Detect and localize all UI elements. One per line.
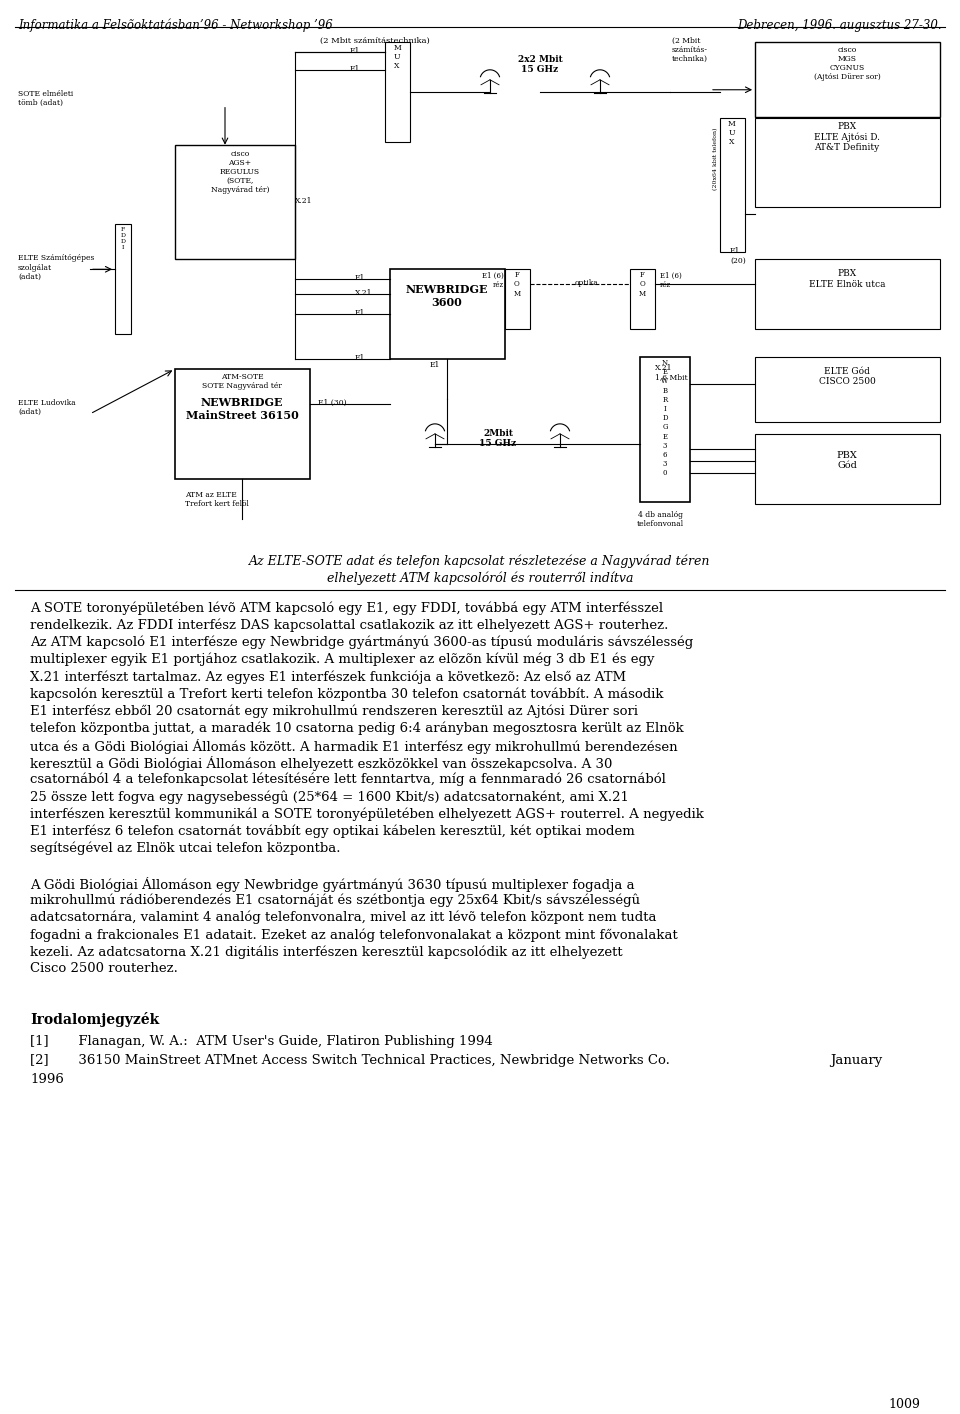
Text: SOTE elméleti
tömb (adat): SOTE elméleti tömb (adat) — [18, 89, 73, 107]
Text: elhelyezett ATM kapcsolóról és routerről indítva: elhelyezett ATM kapcsolóról és routerről… — [326, 571, 634, 585]
Text: [2]       36150 MainStreet ATMnet Access Switch Technical Practices, Newbridge N: [2] 36150 MainStreet ATMnet Access Switc… — [30, 1055, 670, 1068]
Text: 2Mbit
15 GHz: 2Mbit 15 GHz — [479, 428, 516, 448]
Text: (20x64 kbit telefon): (20x64 kbit telefon) — [713, 127, 718, 189]
Bar — [755, 259, 940, 329]
Bar — [505, 269, 530, 329]
Bar — [755, 434, 940, 503]
Bar — [115, 225, 131, 334]
Text: 2x2 Mbit
15 GHz: 2x2 Mbit 15 GHz — [517, 55, 563, 75]
Text: Az ATM kapcsoló E1 interfésze egy Newbridge gyártmányú 3600-as típusú moduláris : Az ATM kapcsoló E1 interfésze egy Newbri… — [30, 636, 693, 649]
Text: utca és a Gödi Biológiai Állomás között. A harmadik E1 interfész egy mikrohullmú: utca és a Gödi Biológiai Állomás között.… — [30, 738, 678, 754]
Text: F
D
D
I: F D D I — [121, 228, 126, 250]
Text: ELTE Számítógépes
szolgálat
(adat): ELTE Számítógépes szolgálat (adat) — [18, 255, 94, 281]
Text: 25 össze lett fogva egy nagysebességû (25*64 = 1600 Kbit/s) adatcsatornaként, am: 25 össze lett fogva egy nagysebességû (2… — [30, 790, 629, 803]
Text: REGULUS
(SOTE,
Nagyvárad tér): REGULUS (SOTE, Nagyvárad tér) — [211, 167, 269, 194]
Text: X.21
1,6 Mbit: X.21 1,6 Mbit — [655, 363, 687, 382]
Text: keresztül a Gödi Biológiai Állomáson elhelyezett eszközökkel van összekapcsolva.: keresztül a Gödi Biológiai Állomáson elh… — [30, 756, 612, 771]
Bar — [390, 269, 505, 359]
Text: ATM az ELTE
Trefort kert felöl: ATM az ELTE Trefort kert felöl — [185, 491, 249, 508]
Text: E1: E1 — [430, 361, 441, 369]
Bar — [640, 358, 690, 502]
Text: kapcsolón keresztül a Trefort kerti telefon központba 30 telefon csatornát továb: kapcsolón keresztül a Trefort kerti tele… — [30, 687, 663, 701]
Text: E1 interfész 6 telefon csatornát továbbít egy optikai kábelen keresztül, két opt: E1 interfész 6 telefon csatornát továbbí… — [30, 824, 635, 839]
Text: PBX
ELTE Elnök utca: PBX ELTE Elnök utca — [808, 269, 885, 288]
Text: (2 Mbit számítástechnika): (2 Mbit számítástechnika) — [320, 37, 430, 45]
Bar — [175, 369, 310, 479]
Text: Irodalomjegyzék: Irodalomjegyzék — [30, 1011, 159, 1027]
Text: fogadni a frakcionales E1 adatait. Ezeket az analóg telefonvonalakat a központ m: fogadni a frakcionales E1 adatait. Ezeke… — [30, 928, 678, 942]
Text: ATM-SOTE
SOTE Nagyvárad tér: ATM-SOTE SOTE Nagyvárad tér — [202, 373, 282, 390]
Text: E1: E1 — [355, 310, 366, 317]
Text: E1: E1 — [355, 274, 366, 283]
Text: telefon központba juttat, a maradék 10 csatorna pedig 6:4 arányban megosztosra k: telefon központba juttat, a maradék 10 c… — [30, 721, 684, 735]
Text: interfészen keresztül kommunikál a SOTE toronyépületében elhelyezett AGS+ router: interfészen keresztül kommunikál a SOTE … — [30, 807, 704, 820]
Bar — [175, 144, 295, 259]
Text: NEWBRIDGE
MainStreet 36150: NEWBRIDGE MainStreet 36150 — [185, 397, 299, 421]
Bar — [630, 269, 655, 329]
Text: segítségével az Elnök utcai telefon központba.: segítségével az Elnök utcai telefon közp… — [30, 841, 341, 855]
Bar — [755, 117, 940, 208]
Text: kezeli. Az adatcsatorna X.21 digitális interfészen keresztül kapcsolódik az itt : kezeli. Az adatcsatorna X.21 digitális i… — [30, 946, 623, 959]
Text: M
U
X: M U X — [728, 120, 736, 146]
Text: Informatika a Felsõoktatásban’96 - Networkshop ’96: Informatika a Felsõoktatásban’96 - Netwo… — [18, 18, 333, 33]
Text: cisco
AGS+: cisco AGS+ — [228, 150, 252, 167]
Text: cisco
MGS
CYGNUS
(Ajtósi Dürer sor): cisco MGS CYGNUS (Ajtósi Dürer sor) — [814, 45, 880, 82]
Text: E1: E1 — [350, 65, 360, 74]
Text: E1 (6)
réz: E1 (6) réz — [482, 273, 504, 290]
Text: 4 db analóg
telefonvonal: 4 db analóg telefonvonal — [636, 510, 684, 527]
Text: E1
(20): E1 (20) — [730, 247, 746, 264]
Text: (2 Mbit
számítás-
technika): (2 Mbit számítás- technika) — [672, 37, 708, 64]
Text: January: January — [830, 1055, 882, 1068]
Text: F
O
M: F O M — [638, 271, 645, 298]
Text: multiplexer egyik E1 portjához csatlakozik. A multiplexer az elõzõn kívül még 3 : multiplexer egyik E1 portjához csatlakoz… — [30, 653, 655, 666]
Text: optika: optika — [575, 279, 599, 287]
Text: PBX
ELTE Ajtósi D.
AT&T Definity: PBX ELTE Ajtósi D. AT&T Definity — [814, 122, 880, 153]
Text: E1 (30): E1 (30) — [318, 399, 347, 407]
Text: [1]       Flanagan, W. A.:  ATM User's Guide, Flatiron Publishing 1994: [1] Flanagan, W. A.: ATM User's Guide, F… — [30, 1035, 492, 1048]
Text: adatcsatornára, valamint 4 analóg telefonvonalra, mivel az itt lévõ telefon közp: adatcsatornára, valamint 4 analóg telefo… — [30, 911, 657, 925]
Bar — [720, 117, 745, 252]
Text: F
O
M: F O M — [514, 271, 520, 298]
Text: csatornából 4 a telefonkapcsolat létesítésére lett fenntartva, míg a fennmaradó : csatornából 4 a telefonkapcsolat létesít… — [30, 773, 666, 786]
Bar — [385, 42, 410, 141]
Text: E1 interfész ebből 20 csatornát egy mikrohullmú rendszeren keresztül az Ajtósi D: E1 interfész ebből 20 csatornát egy mikr… — [30, 704, 638, 718]
Text: 1009: 1009 — [888, 1398, 920, 1411]
Text: Debrecen, 1996. augusztus 27-30.: Debrecen, 1996. augusztus 27-30. — [737, 18, 942, 33]
Bar — [755, 358, 940, 421]
Text: N
E
W
B
R
I
D
G
E
3
6
3
0: N E W B R I D G E 3 6 3 0 — [661, 359, 668, 478]
Bar — [755, 42, 940, 117]
Text: E1 (6)
réz: E1 (6) réz — [660, 273, 682, 290]
Text: rendelkezik. Az FDDI interfész DAS kapcsolattal csatlakozik az itt elhelyezett A: rendelkezik. Az FDDI interfész DAS kapcs… — [30, 618, 668, 632]
Text: A Gödi Biológiai Állomáson egy Newbridge gyártmányú 3630 típusú multiplexer foga: A Gödi Biológiai Állomáson egy Newbridge… — [30, 877, 635, 892]
Text: E1: E1 — [350, 47, 360, 55]
Text: X.21: X.21 — [295, 198, 313, 205]
Text: X.21 interfészt tartalmaz. Az egyes E1 interfészek funkciója a következõ: Az els: X.21 interfészt tartalmaz. Az egyes E1 i… — [30, 670, 626, 683]
Text: ELTE Gód
CISCO 2500: ELTE Gód CISCO 2500 — [819, 368, 876, 386]
Text: M
U
X: M U X — [394, 44, 401, 71]
Text: ELTE Ludovika
(adat): ELTE Ludovika (adat) — [18, 399, 76, 416]
Text: Az ELTE-SOTE adat és telefon kapcsolat részletezése a Nagyvárad téren: Az ELTE-SOTE adat és telefon kapcsolat r… — [250, 554, 710, 568]
Text: E1: E1 — [355, 354, 366, 362]
Text: PBX
Gód: PBX Gód — [836, 451, 857, 471]
Text: A SOTE toronyépületében lévõ ATM kapcsoló egy E1, egy FDDI, továbbá egy ATM inte: A SOTE toronyépületében lévõ ATM kapcsol… — [30, 601, 663, 615]
Text: NEWBRIDGE
3600: NEWBRIDGE 3600 — [406, 284, 489, 308]
Text: mikrohullmú rádióberendezés E1 csatornáját és szétbontja egy 25x64 Kbit/s sávszé: mikrohullmú rádióberendezés E1 csatornáj… — [30, 894, 640, 908]
Text: X.21: X.21 — [355, 290, 372, 297]
Text: Cisco 2500 routerhez.: Cisco 2500 routerhez. — [30, 963, 178, 976]
Text: 1996: 1996 — [30, 1073, 64, 1086]
